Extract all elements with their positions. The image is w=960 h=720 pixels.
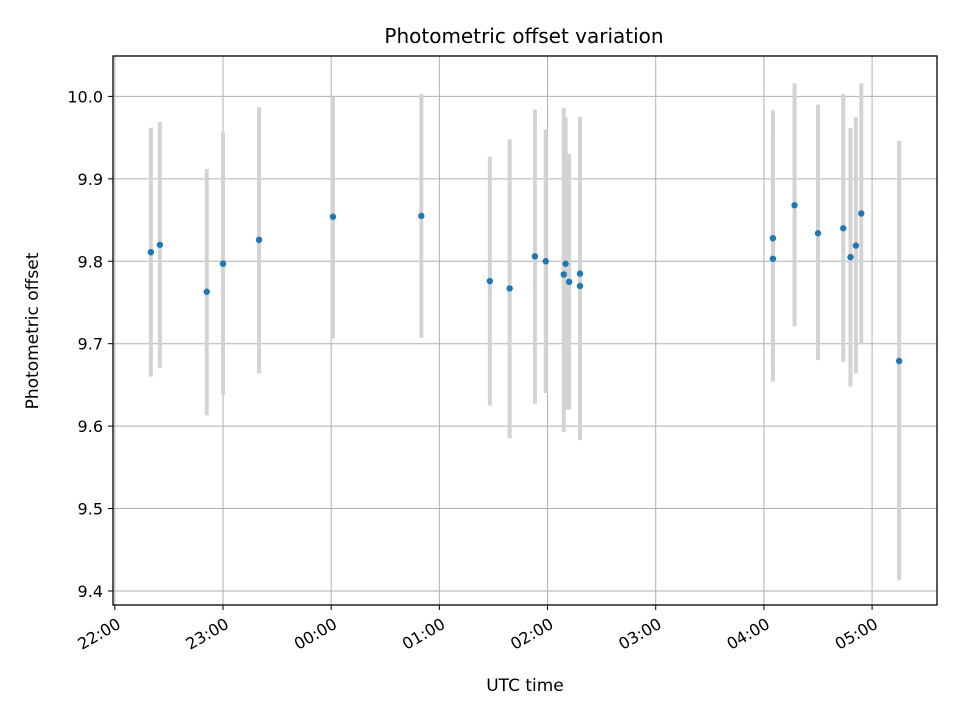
- chart-title: Photometric offset variation: [384, 24, 663, 48]
- data-point: [329, 213, 337, 220]
- y-tick-label: 9.7: [78, 335, 103, 354]
- y-tick-label: 9.9: [78, 170, 103, 189]
- x-tick-label: 01:00: [399, 614, 448, 654]
- data-point: [576, 282, 584, 290]
- y-tick-label: 10.0: [67, 87, 103, 106]
- data-point: [852, 242, 860, 249]
- y-tick-label: 9.6: [78, 417, 103, 436]
- data-point: [560, 271, 567, 278]
- data-point: [506, 285, 513, 292]
- data-point: [895, 357, 903, 365]
- grid: [113, 56, 937, 605]
- y-tick-label: 9.5: [78, 500, 103, 519]
- data-point: [219, 260, 227, 267]
- x-axis: 22:00 23:00 00:00 01:00 02:00 03:00 04:00 05:00: [74, 605, 881, 654]
- x-tick-label: 22:00: [74, 614, 123, 654]
- data-point: [147, 248, 155, 256]
- data-point: [203, 288, 210, 295]
- x-tick-label: 04:00: [723, 614, 772, 654]
- data-point: [814, 230, 822, 237]
- data-point: [791, 202, 798, 209]
- plot-area-frame: [112, 55, 938, 606]
- y-axis: 9.4 9.5 9.6 9.7 9.8 9.9 10.0: [67, 87, 113, 601]
- data-point: [769, 255, 777, 262]
- data-point: [156, 241, 164, 248]
- data-point: [418, 212, 425, 220]
- x-axis-title: UTC time: [486, 676, 564, 696]
- data-point: [486, 277, 494, 285]
- x-tick-label: 00:00: [291, 614, 340, 654]
- data-points: [147, 202, 903, 365]
- data-point: [847, 253, 854, 261]
- error-bars: [148, 83, 902, 581]
- y-axis-title: Photometric offset: [23, 252, 43, 409]
- y-tick-label: 9.8: [78, 252, 103, 271]
- x-tick-label: 23:00: [183, 614, 232, 654]
- x-tick-label: 05:00: [832, 614, 881, 654]
- data-point: [576, 270, 584, 277]
- data-point: [562, 260, 569, 267]
- data-point: [565, 278, 573, 286]
- data-point: [255, 236, 263, 244]
- x-tick-label: 02:00: [507, 614, 556, 654]
- data-point: [542, 258, 549, 265]
- data-point: [769, 234, 777, 242]
- y-tick-label: 9.4: [78, 582, 103, 601]
- data-point: [840, 225, 847, 232]
- data-point: [858, 210, 865, 217]
- data-point: [531, 253, 539, 260]
- x-tick-label: 03:00: [615, 614, 664, 654]
